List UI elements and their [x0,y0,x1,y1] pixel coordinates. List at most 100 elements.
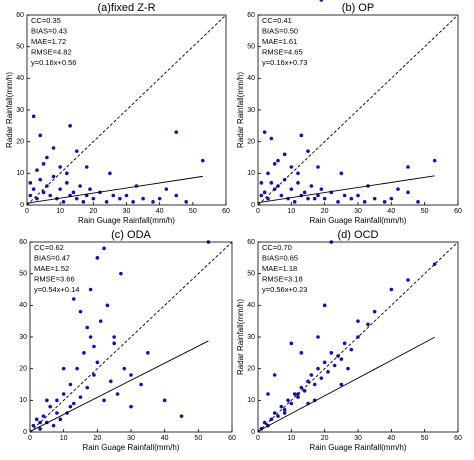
point [31,114,36,119]
point [269,181,274,185]
point [179,414,184,418]
point [299,351,304,355]
stat-annotation: RMSE=3.66 [34,274,75,283]
y-tick-label: 30 [247,107,255,114]
y-tick-label: 60 [247,239,255,246]
point [276,414,280,418]
point [272,411,277,415]
point [55,398,59,403]
point [259,193,264,198]
point [85,385,90,390]
stat-annotation: BIAS=0.65 [262,253,298,262]
stat-annotation: RMSE=4.82 [31,47,72,56]
point [81,200,86,204]
stat-annotation: RMSE=4.65 [262,47,303,56]
point [51,174,56,179]
x-tick-label: 20 [321,435,329,442]
point [292,200,297,204]
point [349,196,354,201]
point [302,190,307,195]
point [289,341,294,346]
point [41,414,46,418]
point [151,200,155,204]
x-tick-label: 30 [354,435,362,442]
x-tick-label: 60 [454,208,462,215]
point [266,171,270,176]
point [61,366,66,371]
point [329,351,334,355]
point [58,417,63,422]
point [118,196,122,201]
point [406,278,410,282]
y-tick-label: 40 [19,302,27,309]
stat-annotation: BIAS=0.50 [262,26,298,35]
stat-annotation: y=0.16x+0.56 [31,58,76,67]
panel-title: (b) OP [342,2,374,14]
point [336,200,340,204]
point [266,196,270,201]
point [88,187,92,191]
point [262,130,267,134]
point [55,411,59,415]
point [75,366,79,371]
point [282,152,287,157]
point [200,158,205,163]
y-tick-label: 0 [251,202,255,209]
point [299,133,304,138]
point [346,366,350,371]
fit-line [26,175,203,204]
x-tick-label: 20 [89,208,97,215]
point [95,256,100,260]
point [372,309,377,314]
y-tick-label: 50 [16,44,24,51]
x-tick-label: 10 [56,208,64,215]
point [92,344,96,349]
x-tick-label: 10 [287,435,295,442]
x-axis-label: Rain Guage Rainfall(mm/h) [310,443,407,452]
point [389,287,394,292]
point [41,162,46,166]
stat-annotation: CC=0.70 [262,243,292,252]
y-tick-label: 10 [16,170,24,177]
stat-annotation: MAE=1.52 [34,264,69,273]
point [306,149,310,153]
point [141,196,145,201]
point [356,319,360,323]
point [316,165,320,169]
point [105,303,110,308]
x-tick-label: 0 [256,435,260,442]
x-tick-label: 30 [123,208,131,215]
y-tick-label: 0 [251,429,255,436]
point [74,149,79,153]
point [162,398,167,403]
y-axis-label: Radar Rainfall(mm/h) [236,299,245,375]
point [296,181,300,185]
x-tick-label: 40 [161,435,169,442]
point [129,373,133,377]
point [95,360,100,365]
point [316,193,320,198]
stat-annotation: MAE=1.61 [262,37,297,46]
x-tick-label: 50 [194,435,202,442]
x-tick-label: 40 [387,435,395,442]
x-tick-label: 20 [321,208,329,215]
point [104,200,109,204]
fit-line [257,175,435,204]
x-axis-label: Rain Guage Rainfall(mm/h) [78,216,175,225]
point [61,392,66,396]
point [286,398,290,403]
point [28,193,33,198]
point [296,171,300,176]
point [339,357,344,361]
point [312,196,317,201]
point [174,193,179,198]
y-tick-label: 40 [16,75,24,82]
x-tick-label: 50 [421,435,429,442]
point [84,165,89,169]
point [35,196,39,201]
y-tick-label: 30 [19,334,27,341]
point [319,0,324,2]
point [416,200,420,204]
stat-annotation: CC=0.62 [34,243,64,252]
